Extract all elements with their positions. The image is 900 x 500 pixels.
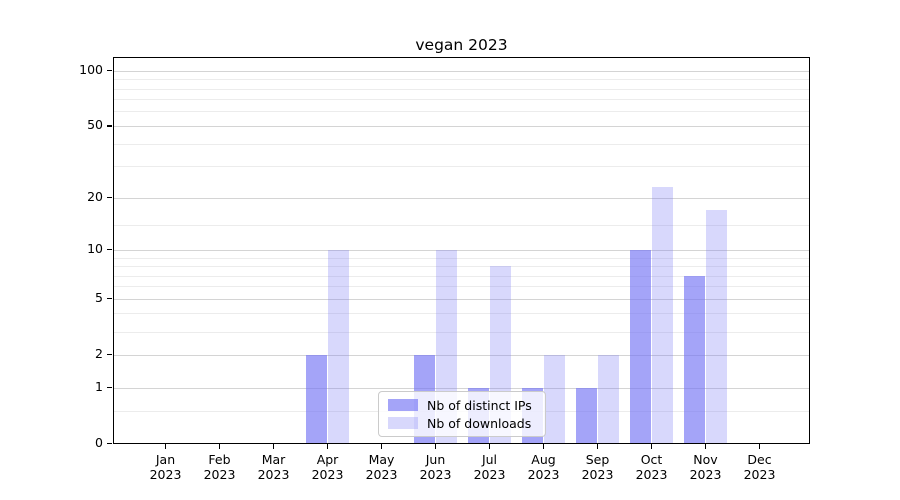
legend-label: Nb of downloads	[427, 415, 532, 431]
y-gridline-minor	[113, 99, 810, 101]
y-gridline-minor	[113, 313, 810, 315]
x-tick-label: Feb 2023	[203, 451, 236, 483]
x-tick	[434, 444, 437, 450]
y-gridline-minor	[113, 331, 810, 333]
bar-distinct-ips	[305, 354, 328, 444]
legend: Nb of distinct IPs Nb of downloads	[378, 391, 546, 437]
x-tick	[704, 444, 707, 450]
x-tick	[758, 444, 761, 450]
y-gridline-minor	[113, 275, 810, 277]
bar-downloads	[597, 354, 620, 444]
y-gridline-major	[113, 125, 810, 127]
x-tick	[650, 444, 653, 450]
x-tick	[488, 444, 491, 450]
bar-downloads	[705, 210, 728, 444]
y-tick-label: 10	[87, 241, 103, 257]
x-tick	[218, 444, 221, 450]
y-gridline-minor	[113, 286, 810, 288]
y-tick	[107, 70, 112, 72]
y-gridline-minor	[113, 143, 810, 145]
y-gridline-major	[113, 387, 810, 389]
x-tick-label: Sep 2023	[581, 451, 614, 483]
y-tick-label: 20	[87, 189, 103, 205]
x-tick-label: Nov 2023	[689, 451, 722, 483]
y-gridline-minor	[113, 88, 810, 90]
y-tick-label: 100	[79, 62, 103, 78]
plot-area	[113, 57, 810, 444]
legend-label: Nb of distinct IPs	[427, 397, 532, 413]
x-tick-label: Apr 2023	[311, 451, 344, 483]
x-tick	[542, 444, 545, 450]
y-tick	[107, 196, 112, 199]
bar-downloads	[651, 186, 674, 444]
y-tick	[107, 249, 112, 251]
y-gridline-major	[113, 354, 810, 356]
x-tick-label: Mar 2023	[257, 451, 290, 483]
y-tick	[107, 442, 112, 445]
y-tick	[107, 298, 112, 300]
x-tick-label: Jun 2023	[419, 451, 452, 483]
bar-distinct-ips	[575, 387, 598, 444]
bar-downloads	[327, 249, 350, 444]
x-tick	[272, 444, 275, 450]
y-gridline-major	[113, 70, 810, 72]
y-gridline-minor	[113, 79, 810, 81]
x-tick	[164, 444, 167, 450]
x-tick	[596, 444, 599, 450]
bar-downloads	[543, 354, 566, 444]
bar-distinct-ips	[629, 249, 652, 444]
x-tick-label: Dec 2023	[743, 451, 776, 483]
legend-item: Nb of distinct IPs	[388, 398, 545, 413]
y-gridline-major	[113, 197, 810, 199]
y-tick-label: 2	[95, 346, 103, 362]
y-tick	[107, 354, 112, 356]
y-gridline-minor	[113, 266, 810, 267]
legend-swatch-distinct-ips	[388, 399, 418, 411]
chart-title: vegan 2023	[415, 36, 508, 54]
x-tick-label: Jan 2023	[149, 451, 182, 483]
y-gridline-major	[113, 249, 810, 251]
y-gridline-minor	[113, 257, 810, 259]
y-gridline-minor	[113, 224, 810, 226]
legend-swatch-downloads	[388, 417, 418, 429]
y-gridline-minor	[113, 166, 810, 168]
y-gridline-major	[113, 298, 810, 300]
x-tick	[326, 444, 329, 450]
x-tick-label: Jul 2023	[473, 451, 506, 483]
x-tick-label: May 2023	[365, 451, 398, 483]
y-gridline-minor	[113, 111, 810, 113]
y-tick-label: 1	[95, 379, 103, 394]
bar-distinct-ips	[683, 275, 706, 444]
x-tick-label: Oct 2023	[635, 451, 668, 483]
x-tick-label: Aug 2023	[527, 451, 560, 483]
y-tick-label: 0	[95, 435, 103, 450]
y-tick-label: 5	[95, 290, 103, 306]
y-tick	[107, 125, 112, 127]
y-tick	[107, 386, 112, 389]
legend-item: Nb of downloads	[388, 416, 545, 431]
x-tick	[380, 444, 383, 450]
y-tick-label: 50	[87, 117, 103, 133]
